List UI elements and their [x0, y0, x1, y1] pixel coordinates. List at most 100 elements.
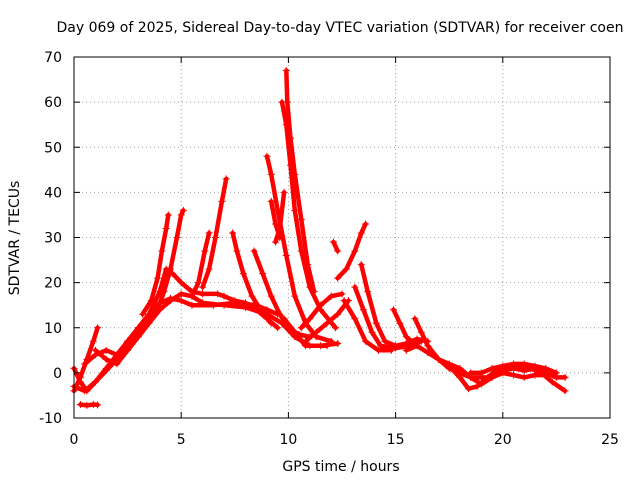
series-arc-x	[357, 261, 432, 350]
data-point	[274, 324, 282, 332]
data-point	[287, 134, 295, 142]
data-point	[267, 292, 275, 300]
data-point	[91, 346, 99, 354]
data-point	[83, 355, 91, 363]
series-arc-v	[329, 238, 342, 255]
data-point	[456, 373, 464, 381]
data-point	[282, 67, 290, 75]
y-tick-label: 0	[53, 366, 62, 382]
data-point	[205, 265, 213, 273]
x-tick-label: 10	[279, 432, 297, 448]
series-arc-q	[272, 188, 288, 246]
data-point	[357, 261, 365, 269]
data-point	[372, 319, 380, 327]
data-point	[362, 337, 370, 345]
data-point	[231, 299, 239, 307]
data-point	[297, 324, 305, 332]
series-arc-k	[229, 229, 275, 327]
data-point	[364, 288, 372, 296]
data-point	[402, 333, 410, 341]
data-point	[531, 371, 539, 379]
data-point	[467, 369, 475, 377]
data-point	[542, 364, 550, 372]
data-point	[282, 252, 290, 260]
data-point	[280, 315, 288, 323]
data-point	[537, 369, 545, 377]
data-point	[413, 335, 421, 343]
y-tick-label: 60	[44, 95, 62, 111]
y-tick-label: 70	[44, 50, 62, 66]
data-point	[267, 319, 275, 327]
data-point	[272, 238, 280, 246]
data-point	[276, 224, 284, 232]
y-tick-label: 20	[44, 276, 62, 292]
data-point	[272, 220, 280, 228]
data-point	[199, 290, 207, 298]
chart-title: Day 069 of 2025, Sidereal Day-to-day VTE…	[57, 20, 624, 36]
data-point	[177, 297, 185, 305]
series-arc-y	[340, 297, 395, 354]
data-point	[340, 297, 348, 305]
series-arc-h	[154, 206, 187, 314]
x-axis-label: GPS time / hours	[282, 459, 399, 475]
data-point	[177, 211, 185, 219]
data-point	[338, 290, 346, 298]
data-point	[229, 229, 237, 237]
x-tick-label: 5	[177, 432, 186, 448]
data-point	[531, 362, 539, 370]
data-point	[209, 301, 217, 309]
data-point	[357, 229, 365, 237]
series-line	[391, 307, 420, 349]
data-point	[327, 292, 335, 300]
data-point	[411, 315, 419, 323]
data-point	[94, 401, 102, 409]
data-point	[257, 306, 265, 314]
series-arc-g	[139, 211, 172, 318]
data-point	[291, 170, 299, 178]
data-point	[214, 290, 222, 298]
data-point	[83, 401, 91, 409]
data-point	[177, 290, 185, 298]
data-point	[402, 340, 410, 348]
series-arc-ad	[467, 360, 560, 377]
data-point	[291, 292, 299, 300]
data-point	[188, 301, 196, 309]
data-point	[239, 270, 247, 278]
data-point	[402, 346, 410, 354]
axis-ticks: 0 5 10 15 20 25 -10 0 10 20 30 40 50 60 70	[39, 50, 619, 448]
data-point	[392, 342, 400, 350]
data-point	[201, 247, 209, 255]
data-point	[510, 371, 518, 379]
data-point	[91, 378, 99, 386]
data-point	[359, 306, 367, 314]
data-point	[351, 315, 359, 323]
data-point	[317, 342, 325, 350]
data-point	[351, 283, 359, 291]
series-line	[189, 230, 212, 299]
data-point	[413, 342, 421, 350]
x-tick-label: 25	[601, 432, 619, 448]
data-point	[194, 279, 202, 287]
data-point	[267, 197, 275, 205]
data-point	[548, 378, 556, 386]
data-point	[456, 364, 464, 372]
data-point	[291, 206, 299, 214]
series-line	[71, 291, 330, 394]
data-point	[267, 170, 275, 178]
data-point	[374, 346, 382, 354]
data-point	[434, 355, 442, 363]
series-arc-j	[188, 229, 213, 300]
data-point	[166, 265, 174, 273]
series-arc-s	[297, 290, 346, 332]
data-point	[218, 197, 226, 205]
data-point	[520, 373, 528, 381]
data-point	[81, 387, 89, 395]
data-point	[154, 274, 162, 282]
x-tick-label: 20	[494, 432, 512, 448]
data-point	[76, 373, 84, 381]
data-point	[362, 220, 370, 228]
data-point	[259, 270, 267, 278]
data-point	[147, 297, 155, 305]
data-point	[188, 292, 196, 300]
